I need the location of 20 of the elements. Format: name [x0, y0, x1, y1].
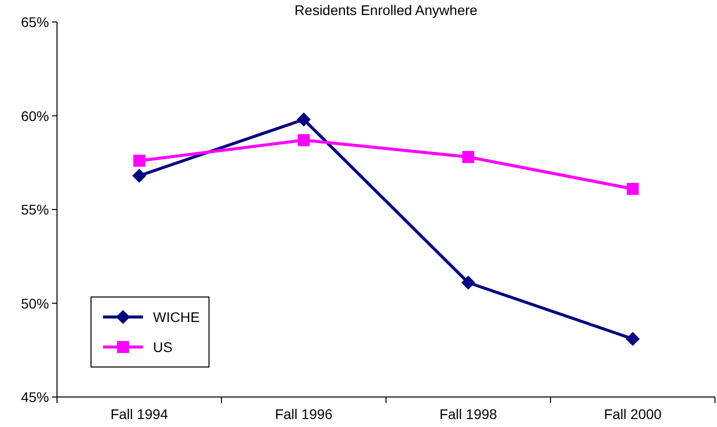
y-tick-label: 65% [20, 14, 49, 30]
point [296, 112, 311, 126]
y-tick-label: 50% [20, 295, 49, 312]
y-tick-label: 60% [20, 108, 49, 124]
point [626, 182, 639, 195]
x-tick-label: Fall 1998 [439, 406, 498, 422]
legend-label: US [153, 339, 172, 355]
point [132, 168, 146, 183]
x-tick-label: Fall 1994 [110, 406, 168, 422]
point [133, 154, 146, 167]
legend-label: WICHE [153, 309, 200, 325]
point [626, 332, 640, 346]
y-tick-label: 45% [20, 389, 49, 405]
point [462, 151, 474, 163]
point [298, 134, 310, 146]
x-tick-label: Fall 1996 [274, 406, 333, 422]
y-tick-label: 55% [20, 202, 49, 218]
point [461, 276, 476, 290]
x-tick-label: Fall 2000 [604, 406, 662, 422]
chart-title: Residents Enrolled Anywhere [294, 2, 478, 18]
